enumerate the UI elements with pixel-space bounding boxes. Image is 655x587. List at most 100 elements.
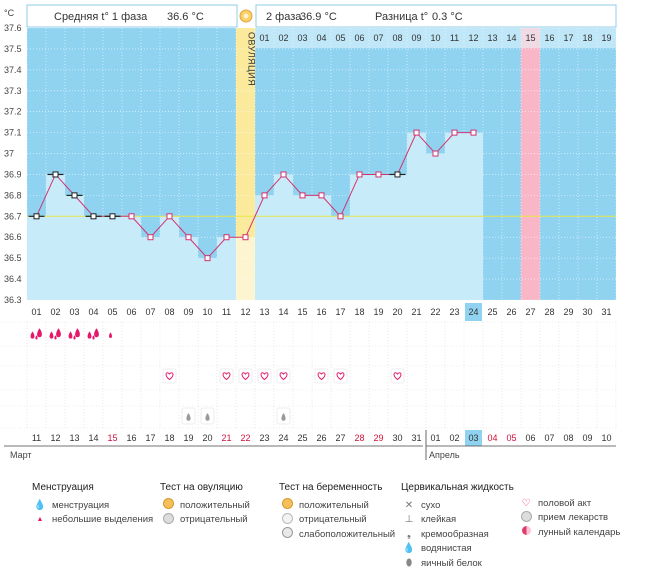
menstruation-drop-icon [87, 331, 92, 339]
calendar-day-label: 05 [506, 433, 516, 443]
temperature-point [280, 171, 287, 178]
calendar-day-label: 08 [563, 433, 573, 443]
temperature-bar [84, 216, 103, 300]
calendar-day-label: 20 [202, 433, 212, 443]
temperature-bar [293, 195, 312, 300]
phase1-avg-label: Средняя t° 1 фаза [54, 11, 148, 23]
cycle-day-label: 22 [430, 307, 440, 317]
post-ovulation-day-label: 09 [411, 33, 421, 43]
heart-icon [222, 372, 231, 381]
temperature-point [128, 213, 135, 220]
y-tick-label: 36.3 [4, 295, 22, 305]
watery-drop-icon [281, 412, 286, 421]
temperature-point [185, 234, 192, 241]
month-label: Март [10, 450, 32, 460]
post-ovulation-day-label: 02 [278, 33, 288, 43]
calendar-day-label: 04 [487, 433, 497, 443]
calendar-day-label: 06 [525, 433, 535, 443]
y-tick-label: 36.4 [4, 274, 22, 284]
temperature-point [451, 129, 458, 136]
legend-item-label: слабоположительный [299, 528, 396, 540]
calendar-day-label: 10 [601, 433, 611, 443]
cycle-day-label: 02 [50, 307, 60, 317]
cycle-day-label: 01 [31, 307, 41, 317]
calendar-day-label: 03 [468, 433, 478, 443]
temperature-bar [46, 174, 65, 300]
post-ovulation-day-label: 14 [506, 33, 516, 43]
cycle-day-label: 16 [316, 307, 326, 317]
legend-item: ❟ кремообразная [401, 527, 514, 542]
cycle-day-label: 04 [88, 307, 98, 317]
temperature-bar [122, 216, 141, 300]
cycle-day-label: 27 [525, 307, 535, 317]
legend-item: прием лекарств [518, 510, 620, 526]
header-phase2-box [255, 4, 617, 28]
legend-item: отрицательный [279, 512, 395, 528]
temperature-point [166, 213, 173, 220]
heart-icon [165, 372, 174, 381]
cycle-day-label: 29 [563, 307, 573, 317]
legend-item-label: отрицательный [299, 514, 367, 526]
heart-cell [333, 368, 348, 384]
cycle-day-label: 10 [202, 307, 212, 317]
legend-item-label: яичный белок [421, 557, 482, 569]
heart-icon [317, 372, 326, 381]
temperature-point [318, 192, 325, 199]
cycle-day-label: 25 [487, 307, 497, 317]
menstruation-drop-icon [68, 331, 73, 339]
cycle-day-label: 17 [335, 307, 345, 317]
temperature-point [375, 171, 382, 178]
negative-test-icon [160, 512, 176, 527]
temperature-point [356, 171, 363, 178]
temperature-bar [274, 174, 293, 300]
temperature-point [242, 234, 249, 241]
post-ovulation-day-label: 03 [297, 33, 307, 43]
calendar-day-label: 15 [107, 433, 117, 443]
heart-icon [393, 372, 402, 381]
temperature-bar [331, 216, 350, 300]
menstruation-drop-icon [35, 335, 38, 340]
legend-item-label: половой акт [538, 497, 592, 509]
cycle-day-label: 30 [582, 307, 592, 317]
sticky-icon: ⊥ [404, 514, 414, 526]
legend-item-label: кремообразная [421, 528, 489, 540]
legend-cervical: Цервикальная жидкость ✕ сухо ⊥ клейкая ❟ кр… [401, 482, 514, 571]
calendar-day-label: 11 [32, 433, 41, 443]
legend-item: ⬮ яичный белок [401, 556, 514, 571]
calendar-day-label: 12 [50, 433, 60, 443]
unit-label: °C [4, 8, 15, 18]
temperature-point [33, 213, 40, 220]
legend-cervical-title: Цервикальная жидкость [401, 482, 514, 493]
small-drop-icon: ▲ [36, 516, 44, 524]
menstruation-drop-icon [75, 328, 80, 338]
heart-icon [260, 372, 269, 381]
temperature-bar [141, 237, 160, 300]
y-tick-label: 37.6 [4, 23, 22, 33]
header-phase1-box [26, 4, 238, 28]
y-tick-label: 37.4 [4, 65, 22, 75]
positive-pregnancy-icon [279, 498, 295, 512]
calendar-day-label: 09 [582, 433, 592, 443]
temperature-point [204, 255, 211, 262]
chart-marks [27, 129, 616, 425]
y-tick-label: 37.2 [4, 107, 22, 117]
temperature-point [109, 213, 116, 220]
cycle-day-label: 23 [449, 307, 459, 317]
y-tick-label: 36.8 [4, 190, 22, 200]
temperature-point [413, 129, 420, 136]
post-ovulation-day-label: 12 [468, 33, 478, 43]
legend-item: ▲ небольшие выделения [32, 513, 154, 528]
legend-item: отрицательный [160, 512, 250, 528]
heart-cell [276, 368, 291, 384]
legend-item: 💧 менструация [32, 498, 153, 513]
heart-cell [257, 368, 272, 384]
temperature-point [299, 192, 306, 199]
cycle-day-label: 28 [544, 307, 554, 317]
menstruation-drop-icon [94, 328, 99, 338]
calendar-day-label: 26 [316, 433, 326, 443]
legend-item: положительный [279, 498, 395, 513]
legend-item-label: клейкая [421, 514, 457, 526]
cycle-day-label: 24 [468, 307, 478, 317]
cycle-day-label: 20 [392, 307, 402, 317]
moon-icon [518, 526, 534, 538]
